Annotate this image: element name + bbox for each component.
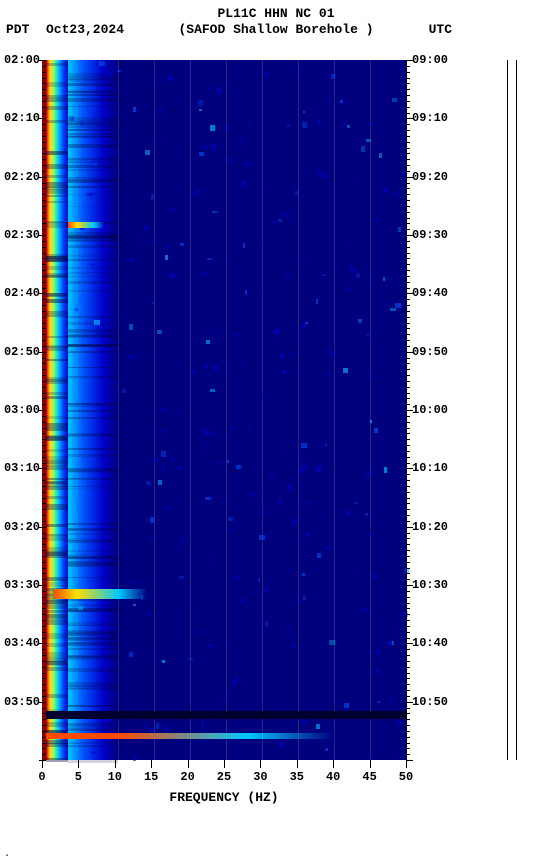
grid-line	[154, 60, 155, 760]
low-freq-band	[46, 60, 68, 760]
spectral-event	[46, 733, 334, 739]
y-tick-label: 03:30	[4, 578, 40, 592]
y-tick-label: 02:40	[4, 286, 40, 300]
y-tick-label: 10:40	[412, 636, 448, 650]
y-tick-label: 03:40	[4, 636, 40, 650]
x-tick-label: 20	[180, 770, 194, 784]
tz-left-label: PDT	[6, 22, 29, 37]
x-tick-label: 10	[108, 770, 122, 784]
y-tick-label: 10:50	[412, 695, 448, 709]
footnote: .	[4, 849, 10, 860]
spectral-event	[68, 222, 104, 228]
data-gap	[46, 711, 406, 719]
y-tick-label: 03:00	[4, 403, 40, 417]
x-tick-mark	[406, 760, 407, 768]
x-axis: 05101520253035404550	[42, 760, 406, 790]
date-label: Oct23,2024	[46, 22, 124, 37]
grid-line	[190, 60, 191, 760]
y-tick-label: 09:10	[412, 111, 448, 125]
x-tick-mark	[297, 760, 298, 768]
x-tick-label: 40	[326, 770, 340, 784]
x-tick-mark	[224, 760, 225, 768]
x-tick-mark	[42, 760, 43, 768]
y-tick-label: 03:50	[4, 695, 40, 709]
x-axis-label: FREQUENCY (HZ)	[42, 790, 406, 805]
x-tick-label: 0	[38, 770, 45, 784]
x-tick-mark	[333, 760, 334, 768]
chart-title-1: PL11C HHN NC 01	[0, 6, 552, 22]
y-tick-label: 02:10	[4, 111, 40, 125]
spectrogram-plot	[42, 60, 407, 760]
grid-line	[334, 60, 335, 760]
y-axis-right: 09:0009:1009:2009:3009:4009:5010:0010:10…	[410, 60, 460, 760]
y-tick-label: 09:20	[412, 170, 448, 184]
y-tick-label: 02:20	[4, 170, 40, 184]
aux-waveform-strip	[507, 60, 517, 760]
grid-line	[298, 60, 299, 760]
y-tick-label: 10:20	[412, 520, 448, 534]
x-tick-label: 45	[362, 770, 376, 784]
spectral-event	[53, 589, 147, 599]
x-tick-label: 35	[290, 770, 304, 784]
y-tick-label: 09:40	[412, 286, 448, 300]
x-tick-label: 50	[399, 770, 413, 784]
grid-line	[118, 60, 119, 760]
y-tick-label: 02:30	[4, 228, 40, 242]
x-tick-mark	[115, 760, 116, 768]
x-tick-label: 15	[144, 770, 158, 784]
grid-line	[226, 60, 227, 760]
grid-line	[262, 60, 263, 760]
x-tick-label: 25	[217, 770, 231, 784]
y-tick-label: 02:00	[4, 53, 40, 67]
y-tick-label: 10:10	[412, 461, 448, 475]
y-tick-label: 09:50	[412, 345, 448, 359]
x-tick-mark	[151, 760, 152, 768]
y-tick-label: 09:30	[412, 228, 448, 242]
mid-freq-band	[68, 60, 118, 760]
y-axis-left: 02:0002:1002:2002:3002:4002:5003:0003:10…	[2, 60, 42, 760]
tz-right-label: UTC	[429, 22, 452, 37]
y-tick-label: 03:20	[4, 520, 40, 534]
x-tick-mark	[78, 760, 79, 768]
y-tick-label: 10:00	[412, 403, 448, 417]
x-tick-mark	[370, 760, 371, 768]
x-tick-mark	[260, 760, 261, 768]
y-tick-label: 10:30	[412, 578, 448, 592]
y-tick-label: 09:00	[412, 53, 448, 67]
y-tick-label: 03:10	[4, 461, 40, 475]
grid-line	[370, 60, 371, 760]
x-tick-mark	[188, 760, 189, 768]
x-tick-label: 30	[253, 770, 267, 784]
x-tick-label: 5	[75, 770, 82, 784]
y-tick-label: 02:50	[4, 345, 40, 359]
